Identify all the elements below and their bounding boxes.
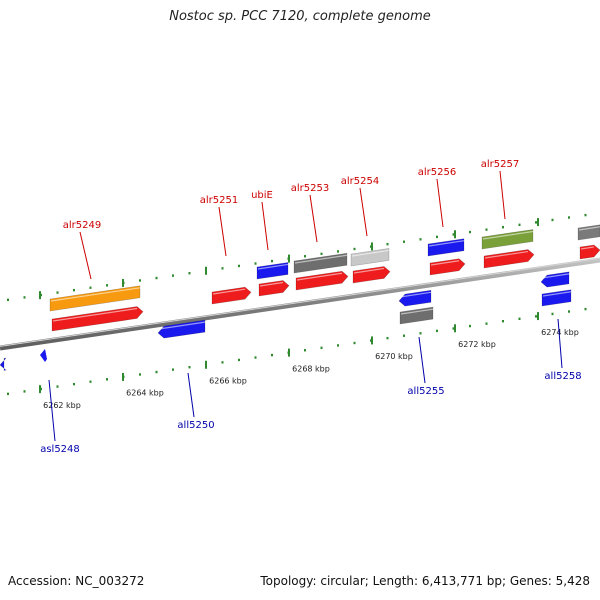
gene-label-all5258: all5258	[544, 371, 581, 382]
gene-feature-alr5256-shine	[428, 240, 465, 247]
map-title: Nostoc sp. PCC 7120, complete genome	[169, 9, 431, 24]
gene-feature-alr5257	[481, 229, 534, 250]
gene-cds-alr5249	[51, 306, 144, 332]
gene-label-alr5254: alr5254	[341, 176, 379, 187]
gene-feature-ubiE-shine	[257, 263, 289, 270]
gene-label-ubiE-leader	[261, 201, 269, 251]
footer-summary: Topology: circular; Length: 6,413,771 bp…	[260, 574, 590, 588]
gene-cds-alr5251	[211, 286, 252, 305]
kbp-label: 6270 kbp	[375, 352, 413, 361]
gene-feature-alr5249	[49, 285, 141, 312]
kbp-label: 6262 kbp	[43, 401, 81, 410]
gene-feature-alr5253-shine	[294, 254, 348, 264]
gene-label-asl5248: asl5248	[40, 444, 80, 455]
gene-label-alr5257: alr5257	[481, 159, 519, 170]
gene-cds-alr5257-shine	[484, 250, 529, 259]
gene-label-alr5257-leader	[499, 170, 506, 220]
gene-cds-alr5254	[352, 266, 391, 284]
gene-cds-edge-left	[0, 357, 7, 371]
gene-label-alr5253: alr5253	[291, 183, 329, 194]
gene-cds-ubiE-shine	[259, 281, 284, 287]
gene-label-all5258-leader	[557, 318, 563, 369]
gene-feature-alr5257-shine	[482, 230, 534, 240]
gene-cds-asl5248	[40, 349, 47, 362]
gene-cds-all5250	[157, 319, 206, 339]
gene-feature-ubiE	[256, 262, 289, 280]
gene-cds-alr5256-shine	[430, 260, 460, 266]
gene-feature-alr5254-shine	[351, 249, 390, 257]
kbp-label: 6272 kbp	[458, 340, 496, 349]
gene-feature-alr5249-shine	[50, 287, 141, 302]
footer-accession: Accession: NC_003272	[8, 574, 145, 588]
gene-feature-alr5256	[427, 238, 465, 257]
gene-label-all5250: all5250	[177, 420, 214, 431]
gene-cds-all5258-shine	[541, 273, 570, 279]
genome-backbone	[0, 257, 600, 351]
gene-feature-edge	[577, 224, 600, 241]
gene-feature-all5255-shine	[400, 308, 434, 315]
gene-label-alr5254-leader	[359, 187, 368, 237]
gene-cds-ubiE	[258, 280, 290, 297]
gene-cds-all5255	[398, 289, 432, 307]
kbp-label: 6274 kbp	[541, 328, 579, 337]
gene-label-asl5248-leader	[48, 379, 56, 442]
gene-feature-edge-shine	[578, 226, 600, 231]
gene-label-alr5251-leader	[218, 206, 227, 257]
gene-label-alr5249-leader	[79, 231, 92, 280]
gene-label-alr5256-leader	[436, 178, 444, 228]
gene-label-all5255: all5255	[407, 386, 444, 397]
kbp-label: 6266 kbp	[209, 377, 247, 386]
gene-label-all5250-leader	[187, 372, 195, 418]
gene-cds-alr5253	[295, 270, 349, 291]
genome-backbone-highlight	[0, 257, 600, 347]
gene-cds-all5250-shine	[158, 321, 206, 330]
gene-label-ubiE: ubiE	[251, 190, 273, 201]
gene-feature-all5258	[541, 289, 572, 307]
gene-label-all5255-leader	[418, 336, 426, 384]
gene-cds-all5255-shine	[399, 291, 432, 298]
gene-label-alr5249: alr5249	[63, 220, 101, 231]
gene-cds-alr5249-shine	[52, 307, 138, 322]
gene-cds-alr5256	[429, 258, 466, 276]
gene-cds-all5258	[540, 271, 570, 288]
gene-feature-all5255	[399, 306, 434, 325]
gene-cds-edge-left-shine	[0, 359, 5, 362]
gene-cds-alr5251-shine	[212, 288, 246, 295]
gene-feature-alr5254	[350, 248, 390, 267]
gene-label-alr5251: alr5251	[200, 195, 238, 206]
gene-cds-edge-shine	[580, 246, 595, 250]
gene-feature-all5258-shine	[542, 291, 572, 297]
gene-label-alr5253-leader	[309, 194, 318, 243]
gene-feature-alr5253	[293, 252, 348, 274]
gene-cds-alr5253-shine	[296, 272, 343, 281]
kbp-label: 6264 kbp	[126, 389, 164, 398]
gene-cds-alr5257	[483, 249, 535, 269]
gene-cds-alr5254-shine	[353, 267, 385, 274]
kbp-label: 6268 kbp	[292, 364, 330, 373]
gene-label-alr5256: alr5256	[418, 167, 456, 178]
